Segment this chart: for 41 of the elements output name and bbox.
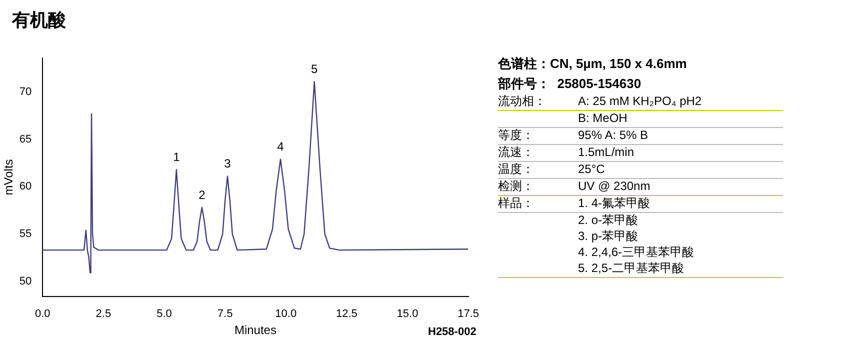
annotation: 4 bbox=[277, 140, 284, 154]
x-tick-label: 7.5 bbox=[217, 308, 233, 320]
y-tick-label: 60 bbox=[19, 180, 32, 193]
y-tick-label: 65 bbox=[19, 133, 32, 146]
text: 色谱柱：CN, 5µm, 150 x 4.6mm bbox=[498, 55, 688, 73]
x-axis-title: Minutes bbox=[234, 323, 276, 338]
annotation: 1 bbox=[173, 150, 180, 164]
text: H258-002 bbox=[428, 326, 476, 338]
x-tick-label: 10.0 bbox=[275, 308, 297, 320]
annotation: 2 bbox=[198, 188, 206, 202]
text: 3. p-苯甲酸 bbox=[578, 229, 638, 245]
text: 检测： bbox=[498, 179, 535, 195]
chart-title: 有机酸 bbox=[12, 9, 66, 32]
text: 4. 2,4,6-三甲基苯甲酸 bbox=[578, 245, 694, 261]
text: 温度： bbox=[498, 162, 535, 178]
text: 样品： bbox=[498, 196, 535, 212]
y-tick-label: 70 bbox=[19, 86, 32, 98]
x-tick-label: 2.5 bbox=[96, 308, 112, 320]
text: 等度： bbox=[498, 128, 535, 144]
y-tick-label: 50 bbox=[19, 275, 32, 288]
y-tick-label: 55 bbox=[19, 228, 32, 240]
text: 1.5mL/min bbox=[578, 145, 634, 161]
y-axis-title: mVolts bbox=[2, 159, 16, 196]
text: 流动相： bbox=[498, 94, 547, 110]
text: 2. o-苯甲酸 bbox=[578, 213, 638, 229]
text: 流速： bbox=[498, 145, 535, 161]
x-tick-label: 15.0 bbox=[396, 308, 418, 320]
text: 95% A: 5% B bbox=[578, 128, 648, 144]
text: UV @ 230nm bbox=[578, 179, 650, 195]
annotation: 3 bbox=[224, 156, 232, 171]
text: 5. 2,5-二甲基苯甲酸 bbox=[578, 261, 684, 277]
text: A: 25 mM KH₂PO₄ pH2 bbox=[578, 94, 702, 110]
annotation: 5 bbox=[310, 62, 318, 76]
x-tick-label: 5.0 bbox=[156, 308, 172, 320]
text: 1. 4-氟苯甲酸 bbox=[578, 196, 650, 212]
text: 部件号： 25805-154630 bbox=[498, 75, 642, 93]
text: 25°C bbox=[578, 162, 605, 178]
x-tick-label: 17.5 bbox=[458, 308, 480, 320]
text: B: MeOH bbox=[578, 111, 628, 127]
x-tick-label: 0.0 bbox=[34, 308, 50, 320]
x-tick-label: 12.5 bbox=[336, 308, 358, 320]
